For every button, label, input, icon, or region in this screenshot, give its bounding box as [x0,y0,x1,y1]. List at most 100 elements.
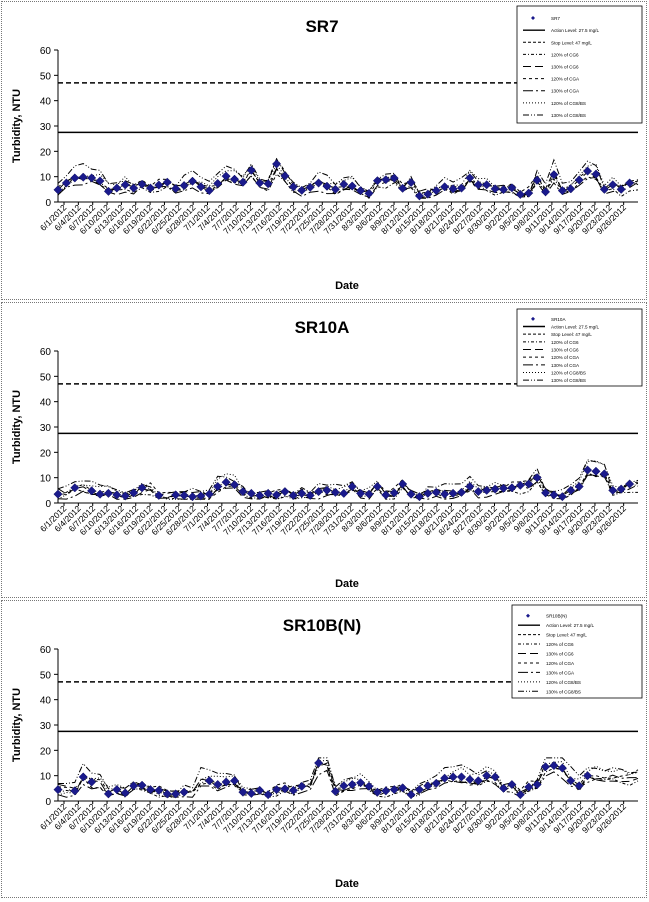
legend: SR10A Action Level: 27.5 mg/L Stop Level: … [516,308,643,387]
data-point [87,486,97,496]
data-point [625,479,635,489]
x-axis-label: Date [335,280,359,292]
data-point [187,492,198,502]
legend-label: 130% of CGA [546,670,575,675]
data-point [322,181,332,191]
data-point [103,186,113,196]
data-point [280,171,290,181]
y-tick-label: 30 [40,721,52,732]
data-point [229,776,240,786]
data-point [255,490,265,500]
legend-label: 120% of CG8/BS [546,680,581,685]
data-point [566,485,576,495]
data-point [549,170,559,180]
data-point [524,782,534,792]
data-point [524,188,534,198]
data-point [482,180,492,190]
data-point [347,481,357,492]
data-point [356,488,366,498]
data-point [213,178,223,189]
data-point [280,784,290,794]
data-point [154,180,164,190]
data-point [314,178,324,188]
data-point [557,186,567,196]
legend-label: 130% of CG6 [546,652,574,657]
legend-label: Action Level: 27.5 mg/L [551,28,599,33]
data-point [440,773,450,783]
data-point [196,182,206,192]
y-tick-label: 30 [40,423,52,434]
data-point [482,485,492,495]
data-point [339,488,349,498]
data-point [229,480,240,490]
data-point [53,185,63,195]
data-point [372,787,382,797]
data-point [221,477,231,487]
data-point [524,479,534,489]
data-point [246,165,256,175]
data-point [78,772,88,782]
data-point [490,184,500,194]
data-point [406,790,416,800]
data-point [372,481,382,492]
y-tick-label: 40 [40,398,52,409]
x-axis-label: Date [335,878,359,890]
y-tick-label: 40 [40,696,52,707]
data-point [339,781,349,791]
data-point [389,173,399,183]
chart-panel-sr10bn: SR10B(N) 0 10 20 30 40 50 60 Turbidity, NTU 6/1/2… [1,600,647,898]
data-point [288,785,298,795]
threshold-curve [57,459,639,499]
legend-label: 130% of CG6 [551,65,579,70]
data-point [616,484,626,494]
legend-marker [531,16,535,21]
data-point [423,488,433,498]
data-point [162,789,172,799]
data-point [574,175,584,185]
data-point [204,489,214,499]
y-tick-label: 10 [40,772,52,783]
y-tick-label: 60 [40,46,52,57]
legend-label: 130% of CGA [551,363,580,368]
legend-label: 120% of CGA [546,661,575,666]
chart-panel-sr7: SR7 0 10 20 30 40 50 60 Turbidity, NTU 6/1/2012 6/… [1,1,647,300]
data-point [204,776,214,786]
y-tick-label: 0 [45,499,51,510]
data-point [583,465,593,475]
y-tick-label: 20 [40,746,52,757]
data-point [129,183,139,193]
data-point [549,490,559,500]
y-tick-label: 10 [40,474,52,485]
data-point [145,785,156,795]
data-point [271,490,282,500]
data-point [196,491,206,501]
data-point [120,491,130,501]
data-point [154,785,164,795]
legend-box [516,308,643,387]
data-point [229,174,240,184]
data-point [112,785,122,795]
threshold-curve [57,762,639,798]
data-point [431,186,441,196]
data-point [507,483,517,493]
data-point [448,184,458,194]
data-point [137,179,147,189]
data-point [53,785,63,795]
legend-marker [531,316,535,321]
y-axis-label: Turbidity, NTU [11,390,23,464]
data-point [53,489,63,499]
data-point [171,184,181,194]
chart-title: SR10B(N) [283,616,361,635]
legend-box [511,604,643,699]
data-point [238,787,248,797]
data-point [78,172,88,182]
data-point [271,785,282,795]
data-point [263,179,273,189]
data-point [465,774,475,785]
data-point [532,779,542,790]
data-point [314,487,324,497]
data-point [557,492,567,502]
legend: SR10B(N) Action Level: 27.5 mg/L Stop Leve… [511,604,643,699]
data-point [356,186,366,196]
